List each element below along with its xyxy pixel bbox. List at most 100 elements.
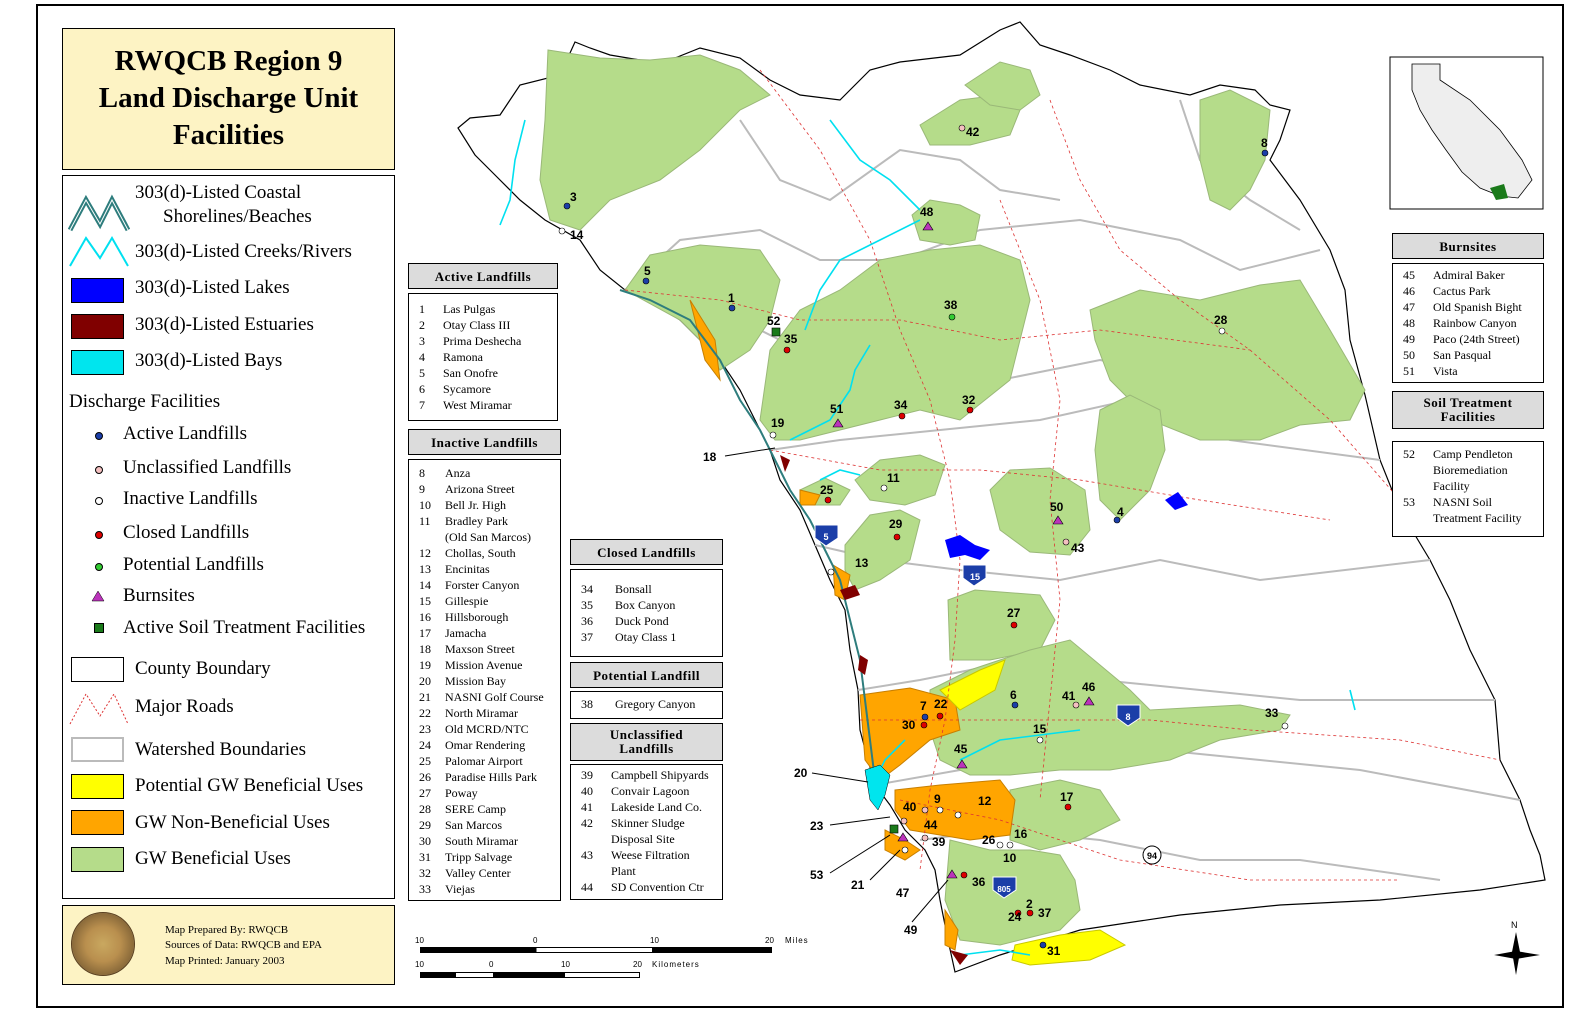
row-name: Old Spanish Bight [1433,300,1522,314]
row-name: Las Pulgas [443,302,496,316]
gw-potential-areas [939,659,1127,966]
row-number: 25 [419,754,431,768]
site-label-52: 52 [767,314,781,328]
row-number: 32 [419,866,431,880]
row-name: Anza [445,466,471,480]
site-label-33: 33 [1265,706,1279,720]
table-row: 8 Anza [419,466,556,482]
table-row: 40 Convair Lagoon [581,784,718,800]
table-row: 37 Otay Class 1 [581,630,718,646]
table-row: 35 Box Canyon [581,598,718,614]
table-row: 51 Vista [1403,364,1539,380]
legend-unclassified: Unclassified Landfills [123,457,292,478]
table-row: 27 Poway [419,786,556,802]
legend: 303(d)-Listed Coastal Shorelines/Beaches… [62,175,395,899]
site-label-15: 15 [1033,722,1047,736]
row-name: Facility [1433,479,1470,493]
active-landfills-header: Active Landfills [408,263,558,289]
table-row: 26 Paradise Hills Park [419,770,556,786]
table-row: 18 Maxson Street [419,642,556,658]
table-row: 49 Paco (24th Street) [1403,332,1539,348]
row-name: Duck Pond [615,614,669,628]
row-name: Sycamore [443,382,491,396]
inactive-landfills-table: 8 Anza 9 Arizona Street 10 Bell Jr. High 11 Bra… [408,459,561,901]
closed-landfills-header: Closed Landfills [570,539,723,565]
scale-bar-km [420,972,640,978]
row-number: 11 [419,514,431,528]
site-label-43: 43 [1071,541,1085,555]
legend-pot-gw: Potential GW Beneficial Uses [135,775,364,796]
table-row: 45 Admiral Baker [1403,268,1539,284]
site-label-26: 26 [982,833,996,847]
row-name: San Onofre [443,366,498,380]
legend-county: County Boundary [135,658,271,679]
major-roads [624,69,1501,881]
row-name: Camp Pendleton [1433,447,1513,461]
legend-creeks: 303(d)-Listed Creeks/Rivers [135,241,352,262]
potential-landfill-icon [95,563,103,571]
listed-estuaries [780,455,968,965]
row-name: Admiral Baker [1433,268,1505,282]
row-number: 44 [581,880,593,894]
table-row: 11 Bradley Park [419,514,556,530]
table-row: 52 Camp Pendleton [1403,447,1539,463]
table-row: 12 Chollas, South [419,546,556,562]
site-labels: 1 2 3 4 5 6 7 8 9 10 11 12 13 14 15 16 1… [570,125,1279,958]
inactive-landfill-icon [95,497,103,505]
title-line-1: RWQCB Region 9 [114,45,343,77]
scale-mi-2: 10 [650,936,659,945]
row-number: 2 [419,318,425,332]
row-number: 40 [581,784,593,798]
site-label-4: 4 [1117,505,1124,519]
shield-5-label: 5 [823,532,828,542]
scale-bar-miles [420,947,772,953]
site-label-23: 23 [810,819,824,833]
table-row: 43 Weese Filtration [581,848,718,864]
scale-mi-unit: Miles [785,936,809,945]
row-name: Campbell Shipyards [611,768,709,782]
site-label-29: 29 [889,517,903,531]
row-name: Skinner Sludge [611,816,685,830]
row-number: 33 [419,882,431,896]
site-label-36: 36 [972,875,986,889]
row-number: 35 [581,598,593,612]
legend-bays: 303(d)-Listed Bays [135,350,283,371]
row-name: San Pasqual [1433,348,1492,362]
table-row: 23 Old MCRD/NTC [419,722,556,738]
lakes-swatch [71,278,124,303]
site-label-49: 49 [904,923,918,937]
credit-box: Map Prepared By: RWQCB Sources of Data: … [62,905,395,985]
row-number: 48 [1403,316,1415,330]
inset-region9 [1490,184,1508,200]
table-row: 28 SERE Camp [419,802,556,818]
burnsites-table: 45 Admiral Baker 46 Cactus Park 47 Old Spanis… [1392,263,1544,383]
legend-potential: Potential Landfills [123,554,264,575]
table-row: 36 Duck Pond [581,614,718,630]
table-row: 17 Jamacha [419,626,556,642]
soil-treatment-table: 52 Camp Pendleton Bioremediation Facility 53… [1392,441,1544,537]
table-row: 32 Valley Center [419,866,556,882]
table-row: 21 NASNI Golf Course [419,690,556,706]
unclassified-landfill-icon [95,466,103,474]
legend-inactive: Inactive Landfills [123,488,258,509]
map-title: RWQCB Region 9 Land Discharge Unit Facil… [62,28,395,170]
site-label-24: 24 [1008,910,1022,924]
table-row: 22 North Miramar [419,706,556,722]
table-row: 47 Old Spanish Bight [1403,300,1539,316]
table-row: 41 Lakeside Land Co. [581,800,718,816]
scale-mi-3: 20 [765,936,774,945]
gw-beneficial-areas [539,49,1366,946]
legend-coastal-line2: Shorelines/Beaches [163,206,312,227]
table-row: (Old San Marcos) [419,530,556,546]
watershed-swatch [71,737,124,762]
row-name: Bonsall [615,582,652,596]
estuaries-swatch [71,314,124,339]
row-name: Gregory Canyon [615,697,696,711]
row-name: Maxson Street [445,642,515,656]
site-label-7: 7 [920,699,927,713]
site-label-47: 47 [896,886,910,900]
legend-burnsites: Burnsites [123,585,195,606]
closed-landfills-table: 34 Bonsall 35 Box Canyon 36 Duck Pond 37 Otay C… [570,569,723,657]
row-number: 36 [581,614,593,628]
